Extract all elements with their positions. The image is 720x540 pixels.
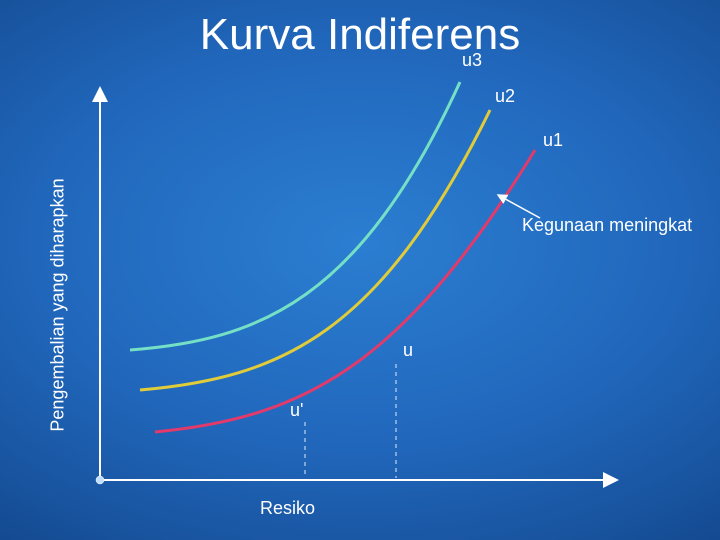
curve-label-u1: u1 — [543, 130, 563, 151]
curve-label-u3: u3 — [462, 50, 482, 71]
curve-u2 — [140, 110, 490, 390]
indifference-curve-plot — [0, 0, 720, 540]
x-axis-label: Resiko — [260, 498, 315, 519]
annotation-utility-increase: Kegunaan meningkat — [522, 215, 692, 236]
curve-label-u2: u2 — [495, 86, 515, 107]
point-label-u-prime: u' — [290, 400, 303, 421]
curve-u3 — [130, 82, 460, 350]
origin-dot — [96, 476, 104, 484]
point-label-u: u — [403, 340, 413, 361]
curve-u1 — [155, 150, 535, 432]
y-axis-label: Pengembalian yang diharapkan — [48, 178, 69, 431]
